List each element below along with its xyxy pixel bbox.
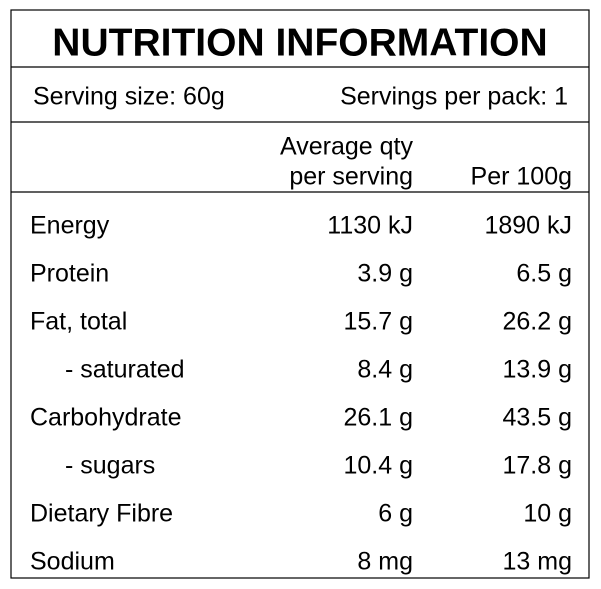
per-serving: 6 g bbox=[378, 500, 413, 528]
per-100g: 26.2 g bbox=[502, 308, 572, 336]
per-serving: 8 mg bbox=[357, 548, 413, 576]
per-100g: 13 mg bbox=[503, 548, 572, 576]
serving-size: Serving size: 60g bbox=[33, 83, 225, 111]
per-100g: 13.9 g bbox=[502, 356, 572, 384]
per-serving: 8.4 g bbox=[357, 356, 413, 384]
column-header: Per 100g bbox=[471, 163, 572, 191]
row-label: Carbohydrate bbox=[30, 404, 181, 432]
per-serving: 26.1 g bbox=[343, 404, 413, 432]
per-100g: 10 g bbox=[523, 500, 572, 528]
per-100g: 17.8 g bbox=[502, 452, 572, 480]
row-label: - sugars bbox=[65, 452, 155, 480]
title: NUTRITION INFORMATION bbox=[52, 21, 547, 64]
per-serving: 3.9 g bbox=[357, 260, 413, 288]
column-header: Average qty bbox=[280, 133, 413, 161]
per-100g: 6.5 g bbox=[516, 260, 572, 288]
row-label: - saturated bbox=[65, 356, 185, 384]
panel-border bbox=[10, 9, 590, 579]
per-serving: 15.7 g bbox=[343, 308, 413, 336]
per-100g: 43.5 g bbox=[502, 404, 572, 432]
column-header: per serving bbox=[289, 163, 413, 191]
row-label: Energy bbox=[30, 212, 110, 240]
row-label: Protein bbox=[30, 260, 109, 288]
per-serving: 10.4 g bbox=[343, 452, 413, 480]
per-serving: 1130 kJ bbox=[327, 212, 413, 240]
row-label: Fat, total bbox=[30, 308, 127, 336]
row-label: Dietary Fibre bbox=[30, 500, 173, 528]
per-100g: 1890 kJ bbox=[484, 212, 572, 240]
row-label: Sodium bbox=[30, 548, 115, 576]
servings-per-pack: Servings per pack: 1 bbox=[340, 83, 568, 111]
